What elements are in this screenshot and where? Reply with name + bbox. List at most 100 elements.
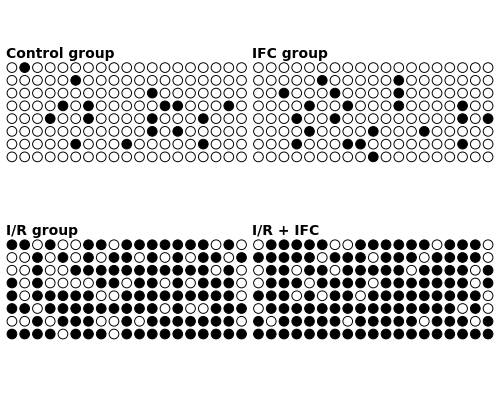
Circle shape: [71, 88, 81, 98]
Circle shape: [160, 317, 170, 326]
Circle shape: [109, 253, 119, 262]
Circle shape: [58, 240, 68, 250]
Circle shape: [394, 317, 404, 326]
Circle shape: [58, 317, 68, 326]
Circle shape: [318, 114, 327, 124]
Circle shape: [58, 88, 68, 98]
Circle shape: [7, 101, 17, 111]
Circle shape: [71, 126, 81, 136]
Circle shape: [458, 63, 468, 73]
Circle shape: [279, 75, 289, 85]
Circle shape: [211, 75, 221, 85]
Circle shape: [394, 75, 404, 85]
Circle shape: [236, 139, 246, 149]
Circle shape: [160, 304, 170, 313]
Circle shape: [32, 253, 42, 262]
Circle shape: [96, 88, 106, 98]
Circle shape: [445, 63, 454, 73]
Circle shape: [483, 278, 493, 288]
Circle shape: [211, 304, 221, 313]
Circle shape: [211, 152, 221, 162]
Circle shape: [7, 88, 17, 98]
Circle shape: [483, 101, 493, 111]
Circle shape: [122, 253, 132, 262]
Circle shape: [96, 152, 106, 162]
Circle shape: [394, 101, 404, 111]
Circle shape: [84, 253, 94, 262]
Circle shape: [148, 240, 157, 250]
Circle shape: [58, 126, 68, 136]
Circle shape: [343, 329, 352, 339]
Circle shape: [292, 63, 302, 73]
Circle shape: [160, 63, 170, 73]
Circle shape: [71, 240, 81, 250]
Circle shape: [224, 126, 234, 136]
Circle shape: [266, 329, 276, 339]
Circle shape: [96, 114, 106, 124]
Circle shape: [173, 317, 182, 326]
Circle shape: [71, 329, 81, 339]
Circle shape: [470, 126, 480, 136]
Circle shape: [304, 253, 314, 262]
Circle shape: [356, 101, 366, 111]
Circle shape: [483, 240, 493, 250]
Circle shape: [330, 240, 340, 250]
Circle shape: [381, 114, 391, 124]
Circle shape: [84, 329, 94, 339]
Circle shape: [292, 253, 302, 262]
Circle shape: [134, 240, 144, 250]
Circle shape: [292, 114, 302, 124]
Circle shape: [198, 75, 208, 85]
Circle shape: [236, 317, 246, 326]
Circle shape: [7, 75, 17, 85]
Circle shape: [266, 265, 276, 275]
Circle shape: [20, 139, 30, 149]
Circle shape: [173, 240, 182, 250]
Circle shape: [483, 317, 493, 326]
Circle shape: [122, 265, 132, 275]
Circle shape: [343, 126, 352, 136]
Circle shape: [71, 265, 81, 275]
Circle shape: [483, 265, 493, 275]
Circle shape: [368, 265, 378, 275]
Circle shape: [160, 88, 170, 98]
Circle shape: [186, 265, 196, 275]
Circle shape: [368, 253, 378, 262]
Circle shape: [420, 126, 429, 136]
Circle shape: [211, 126, 221, 136]
Circle shape: [160, 75, 170, 85]
Circle shape: [432, 152, 442, 162]
Circle shape: [356, 139, 366, 149]
Circle shape: [406, 126, 416, 136]
Circle shape: [445, 114, 454, 124]
Circle shape: [46, 152, 55, 162]
Circle shape: [148, 329, 157, 339]
Circle shape: [279, 139, 289, 149]
Circle shape: [368, 75, 378, 85]
Circle shape: [198, 253, 208, 262]
Circle shape: [134, 63, 144, 73]
Circle shape: [148, 253, 157, 262]
Circle shape: [20, 75, 30, 85]
Circle shape: [236, 126, 246, 136]
Circle shape: [483, 329, 493, 339]
Circle shape: [236, 63, 246, 73]
Circle shape: [58, 101, 68, 111]
Circle shape: [304, 75, 314, 85]
Circle shape: [254, 291, 264, 301]
Circle shape: [134, 114, 144, 124]
Circle shape: [368, 329, 378, 339]
Circle shape: [406, 240, 416, 250]
Circle shape: [71, 317, 81, 326]
Circle shape: [96, 253, 106, 262]
Circle shape: [266, 75, 276, 85]
Circle shape: [304, 101, 314, 111]
Circle shape: [432, 317, 442, 326]
Circle shape: [7, 63, 17, 73]
Circle shape: [186, 126, 196, 136]
Circle shape: [20, 265, 30, 275]
Circle shape: [279, 265, 289, 275]
Circle shape: [84, 114, 94, 124]
Circle shape: [186, 253, 196, 262]
Circle shape: [186, 88, 196, 98]
